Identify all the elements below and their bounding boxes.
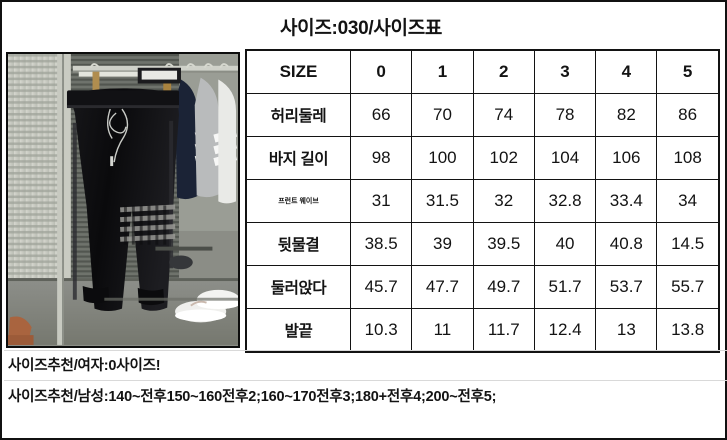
cell-front-wave-2: 32 <box>472 179 535 223</box>
row-label-back-wave: 뒷물결 <box>246 222 351 266</box>
header-cell-2: 2 <box>472 50 535 94</box>
row-label-waist: 허리둘레 <box>246 93 351 137</box>
cell-hem-0: 10.3 <box>349 308 413 352</box>
row-label-seat: 둘러앉다 <box>246 265 351 309</box>
cell-back-wave-1: 39 <box>411 222 474 266</box>
cell-back-wave-0: 38.5 <box>349 222 413 266</box>
cell-waist-5: 86 <box>656 93 719 137</box>
product-photo-image <box>8 54 238 345</box>
product-photo <box>6 52 240 348</box>
divider <box>4 380 727 381</box>
row-label-pants-length: 바지 길이 <box>246 136 351 180</box>
cell-pants-length-3: 104 <box>533 136 597 180</box>
cell-back-wave-4: 40.8 <box>595 222 658 266</box>
cell-seat-5: 55.7 <box>656 265 719 309</box>
cell-pants-length-1: 100 <box>411 136 474 180</box>
row-label-front-wave: 프런트 웨이브 <box>246 179 351 223</box>
page-title-bar: 사이즈:030/사이즈표 <box>246 4 718 48</box>
header-cell-4: 4 <box>595 50 658 94</box>
table-row: 뒷물결 38.5 39 39.5 40 40.8 14.5 <box>246 222 719 266</box>
cell-waist-0: 66 <box>349 93 413 137</box>
size-note-men: 사이즈추천/남성:140~전후150~160전후2;160~170전후3;180… <box>8 389 497 405</box>
cell-seat-0: 45.7 <box>349 265 413 309</box>
cell-pants-length-4: 106 <box>595 136 658 180</box>
divider <box>4 350 727 351</box>
table-row: 프런트 웨이브 31 31.5 32 32.8 33.4 34 <box>246 179 719 223</box>
header-cell-3: 3 <box>533 50 597 94</box>
cell-waist-4: 82 <box>595 93 658 137</box>
row-label-hem: 발끝 <box>246 308 351 352</box>
cell-pants-length-5: 108 <box>656 136 719 180</box>
table-row: 허리둘레 66 70 74 78 82 86 <box>246 93 719 137</box>
table-row: 발끝 10.3 11 11.7 12.4 13 13.8 <box>246 308 719 352</box>
cell-seat-1: 47.7 <box>411 265 474 309</box>
cell-back-wave-5: 14.5 <box>656 222 719 266</box>
cell-seat-3: 51.7 <box>533 265 597 309</box>
cell-back-wave-3: 40 <box>533 222 597 266</box>
cell-seat-2: 49.7 <box>472 265 535 309</box>
cell-hem-2: 11.7 <box>472 308 535 352</box>
cell-pants-length-2: 102 <box>472 136 535 180</box>
cell-waist-2: 74 <box>472 93 535 137</box>
size-chart-table: SIZE 0 1 2 3 4 5 허리둘레 66 70 74 78 82 86 … <box>245 49 720 353</box>
table-row: 둘러앉다 45.7 47.7 49.7 51.7 53.7 55.7 <box>246 265 719 309</box>
cell-pants-length-0: 98 <box>349 136 413 180</box>
table-header-row: SIZE 0 1 2 3 4 5 <box>246 50 719 94</box>
cell-hem-1: 11 <box>411 308 474 352</box>
cell-waist-3: 78 <box>533 93 597 137</box>
cell-waist-1: 70 <box>411 93 474 137</box>
header-cell-5: 5 <box>656 50 719 94</box>
cell-seat-4: 53.7 <box>595 265 658 309</box>
cell-hem-5: 13.8 <box>656 308 719 352</box>
header-cell-1: 1 <box>411 50 474 94</box>
header-cell-size: SIZE <box>246 50 351 94</box>
cell-front-wave-1: 31.5 <box>411 179 474 223</box>
cell-front-wave-3: 32.8 <box>533 179 597 223</box>
cell-front-wave-4: 33.4 <box>595 179 658 223</box>
cell-back-wave-2: 39.5 <box>472 222 535 266</box>
cell-front-wave-5: 34 <box>656 179 719 223</box>
table-row: 바지 길이 98 100 102 104 106 108 <box>246 136 719 180</box>
cell-hem-4: 13 <box>595 308 658 352</box>
cell-hem-3: 12.4 <box>533 308 597 352</box>
header-cell-0: 0 <box>349 50 413 94</box>
size-note-women: 사이즈추천/여자:0사이즈! <box>8 358 161 374</box>
page-title: 사이즈:030/사이즈표 <box>280 17 443 39</box>
cell-front-wave-0: 31 <box>349 179 413 223</box>
